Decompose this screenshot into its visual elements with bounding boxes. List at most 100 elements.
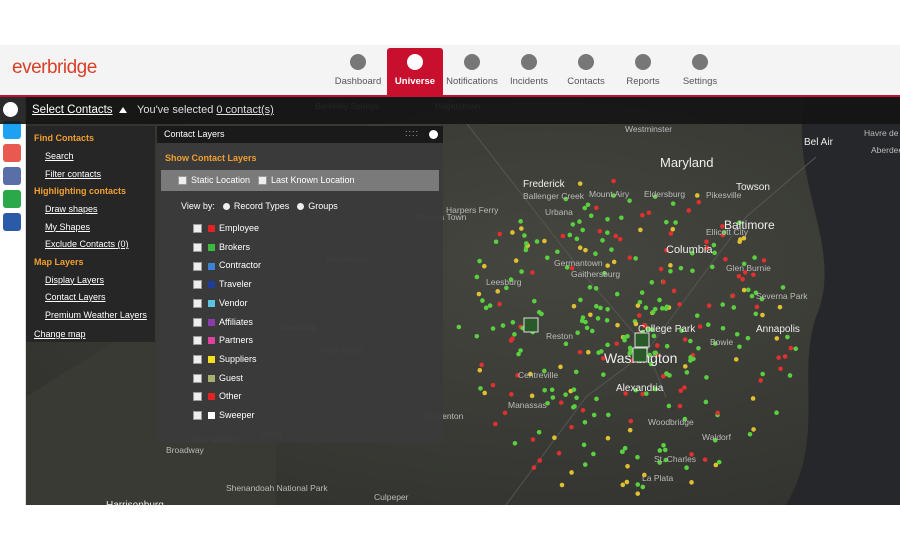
contact-dot[interactable] xyxy=(670,201,676,206)
contact-dot[interactable] xyxy=(536,309,542,315)
contact-dot[interactable] xyxy=(720,224,725,229)
contact-dot[interactable] xyxy=(477,367,483,373)
contact-dot[interactable] xyxy=(594,396,599,402)
contact-dot[interactable] xyxy=(688,338,693,344)
contact-dot[interactable] xyxy=(556,450,562,456)
contact-dot[interactable] xyxy=(508,338,514,343)
contact-dot[interactable] xyxy=(611,178,616,184)
contact-dot[interactable] xyxy=(646,210,652,216)
contact-dot[interactable] xyxy=(518,219,523,224)
contact-dot[interactable] xyxy=(705,322,711,328)
contact-dot[interactable] xyxy=(549,387,555,393)
contact-dot[interactable] xyxy=(704,245,710,251)
nav-item[interactable]: Settings xyxy=(672,48,728,95)
layer-row[interactable]: Traveler xyxy=(193,279,252,290)
contact-dot[interactable] xyxy=(664,247,669,253)
contact-dot[interactable] xyxy=(677,403,683,409)
contact-dot[interactable] xyxy=(643,391,649,396)
contact-dot[interactable] xyxy=(628,418,634,424)
contact-dot[interactable] xyxy=(649,280,655,285)
contact-dot[interactable] xyxy=(639,290,645,295)
contact-dot[interactable] xyxy=(636,313,642,318)
contact-dot[interactable] xyxy=(591,412,597,418)
contact-dot[interactable] xyxy=(493,421,498,427)
contact-dot[interactable] xyxy=(751,272,756,278)
contact-dot[interactable] xyxy=(571,303,577,309)
contact-dot[interactable] xyxy=(581,442,587,448)
contact-dot[interactable] xyxy=(780,285,786,290)
contact-dot[interactable] xyxy=(588,312,593,318)
contact-dot[interactable] xyxy=(742,270,748,275)
layer-row[interactable]: Contractor xyxy=(193,260,261,271)
contact-dot[interactable] xyxy=(686,208,692,213)
contact-dot[interactable] xyxy=(519,226,524,231)
layer-row[interactable]: Vendor xyxy=(193,298,248,308)
contact-dot[interactable] xyxy=(497,301,502,307)
contact-dot[interactable] xyxy=(720,326,726,331)
contact-dot[interactable] xyxy=(682,337,688,342)
contact-dot[interactable] xyxy=(609,247,614,252)
contact-dot[interactable] xyxy=(600,355,606,361)
contact-dot[interactable] xyxy=(531,298,537,304)
contact-dot[interactable] xyxy=(531,465,537,470)
contact-dot[interactable] xyxy=(668,231,674,236)
share-icon[interactable] xyxy=(3,190,21,208)
contact-dot[interactable] xyxy=(605,263,610,268)
contact-dot[interactable] xyxy=(643,305,649,310)
alert-icon[interactable] xyxy=(3,213,21,231)
chat-icon[interactable] xyxy=(3,144,21,162)
contact-dot[interactable] xyxy=(696,345,701,351)
contact-dot[interactable] xyxy=(627,198,632,204)
contact-dot[interactable] xyxy=(523,247,529,253)
contact-dot[interactable] xyxy=(696,199,702,205)
contact-dot[interactable] xyxy=(495,289,501,294)
contact-dot[interactable] xyxy=(651,333,657,339)
contact-dot[interactable] xyxy=(605,307,610,312)
contact-dot[interactable] xyxy=(537,458,543,463)
contact-dot[interactable] xyxy=(573,369,579,375)
contact-dot[interactable] xyxy=(721,230,727,235)
contact-dot[interactable] xyxy=(793,346,799,352)
contact-dot[interactable] xyxy=(483,305,489,311)
contact-dot[interactable] xyxy=(583,247,588,253)
contact-dot[interactable] xyxy=(481,263,487,269)
contact-dot[interactable] xyxy=(598,305,603,311)
contact-dot[interactable] xyxy=(584,325,590,331)
contact-dot[interactable] xyxy=(588,213,594,219)
contact-dot[interactable] xyxy=(737,239,742,245)
logo[interactable]: everbridge xyxy=(12,57,97,78)
contact-dot[interactable] xyxy=(604,318,610,323)
contact-dot[interactable] xyxy=(633,256,638,261)
contact-dot[interactable] xyxy=(712,438,718,443)
contact-dot[interactable] xyxy=(682,385,687,390)
contact-dot[interactable] xyxy=(633,387,639,393)
contact-dot[interactable] xyxy=(577,181,583,186)
contact-dot[interactable] xyxy=(774,336,780,341)
contact-dot[interactable] xyxy=(752,255,757,260)
layer-row[interactable]: Guest xyxy=(193,373,243,383)
contact-dot[interactable] xyxy=(563,341,569,347)
twitter-icon[interactable] xyxy=(3,121,21,139)
contact-dot[interactable] xyxy=(613,233,619,239)
contact-dot[interactable] xyxy=(614,291,620,297)
contact-dot[interactable] xyxy=(657,460,662,465)
contact-dot[interactable] xyxy=(694,193,700,198)
airport-marker[interactable] xyxy=(523,317,539,333)
contact-dot[interactable] xyxy=(760,312,765,318)
contact-dot[interactable] xyxy=(733,357,739,362)
contact-dot[interactable] xyxy=(582,462,588,467)
selected-link[interactable]: 0 contact(s) xyxy=(216,104,274,116)
contact-dot[interactable] xyxy=(605,435,611,441)
contact-dot[interactable] xyxy=(652,194,658,199)
contact-dot[interactable] xyxy=(617,236,623,242)
contact-dot[interactable] xyxy=(638,227,643,233)
layer-row[interactable]: Sweeper xyxy=(193,410,255,421)
contact-dot[interactable] xyxy=(664,343,670,349)
contact-dot[interactable] xyxy=(666,403,672,409)
contact-dot[interactable] xyxy=(749,293,755,299)
contact-dot[interactable] xyxy=(736,273,742,279)
contact-dot[interactable] xyxy=(622,334,627,340)
contact-dot[interactable] xyxy=(751,427,756,432)
contact-dot[interactable] xyxy=(712,250,717,256)
layer-row[interactable]: Partners xyxy=(193,335,253,346)
